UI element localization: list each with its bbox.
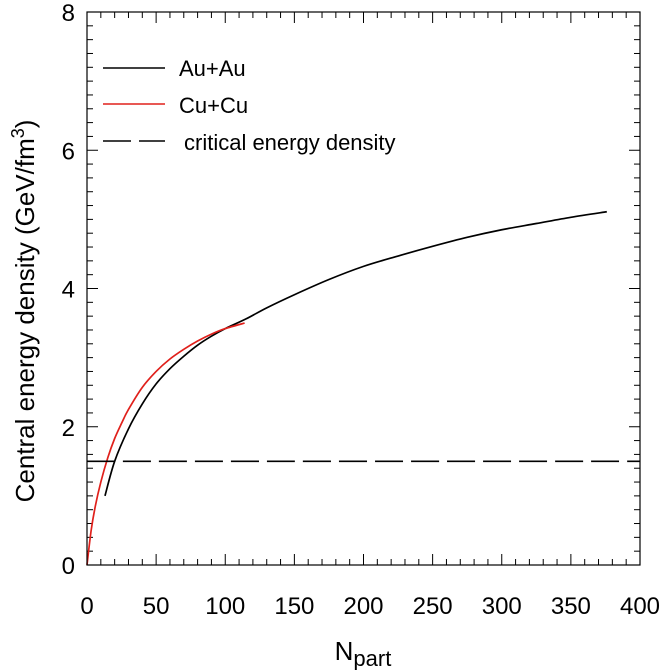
- x-axis-title-subscript: part: [353, 646, 391, 670]
- y-tick-label: 8: [62, 0, 75, 27]
- y-tick-label: 2: [62, 415, 75, 442]
- y-axis-title-main: Central energy density (GeV/fm: [10, 138, 40, 502]
- plot-frame: [86, 11, 641, 566]
- legend-label-critical: critical energy density: [184, 130, 396, 155]
- legend-label-au-au: Au+Au: [179, 56, 246, 81]
- x-tick-label: 250: [413, 593, 453, 620]
- series-layer: [86, 210, 640, 566]
- y-axis-title-superscript: 3: [8, 128, 28, 138]
- y-tick-label: 6: [62, 138, 75, 165]
- y-axis-title: Central energy density (GeV/fm3): [8, 120, 40, 503]
- x-tick-label: 50: [143, 593, 170, 620]
- y-tick-label: 0: [62, 553, 75, 580]
- legend-label-cu-cu: Cu+Cu: [179, 93, 248, 118]
- x-axis-title: Npart: [335, 636, 392, 670]
- x-tick-label: 0: [80, 593, 93, 620]
- axis-ticks: [86, 11, 641, 566]
- x-axis-title-main: N: [335, 636, 354, 666]
- y-tick-label: 4: [62, 277, 75, 304]
- x-tick-label: 350: [551, 593, 591, 620]
- series-line-au-au: [104, 210, 607, 497]
- x-tick-label: 100: [205, 593, 245, 620]
- x-tick-label: 400: [620, 593, 660, 620]
- x-tick-label: 300: [482, 593, 522, 620]
- tick-labels: 0 50 100 150 200 250 300 350 400 0 2 4 6 8: [62, 0, 660, 620]
- x-tick-label: 150: [274, 593, 314, 620]
- x-tick-label: 200: [343, 593, 383, 620]
- y-axis-title-close: ): [10, 120, 40, 129]
- series-line-cu-cu: [86, 322, 245, 566]
- legend: Au+Au Cu+Cu critical energy density: [103, 56, 396, 155]
